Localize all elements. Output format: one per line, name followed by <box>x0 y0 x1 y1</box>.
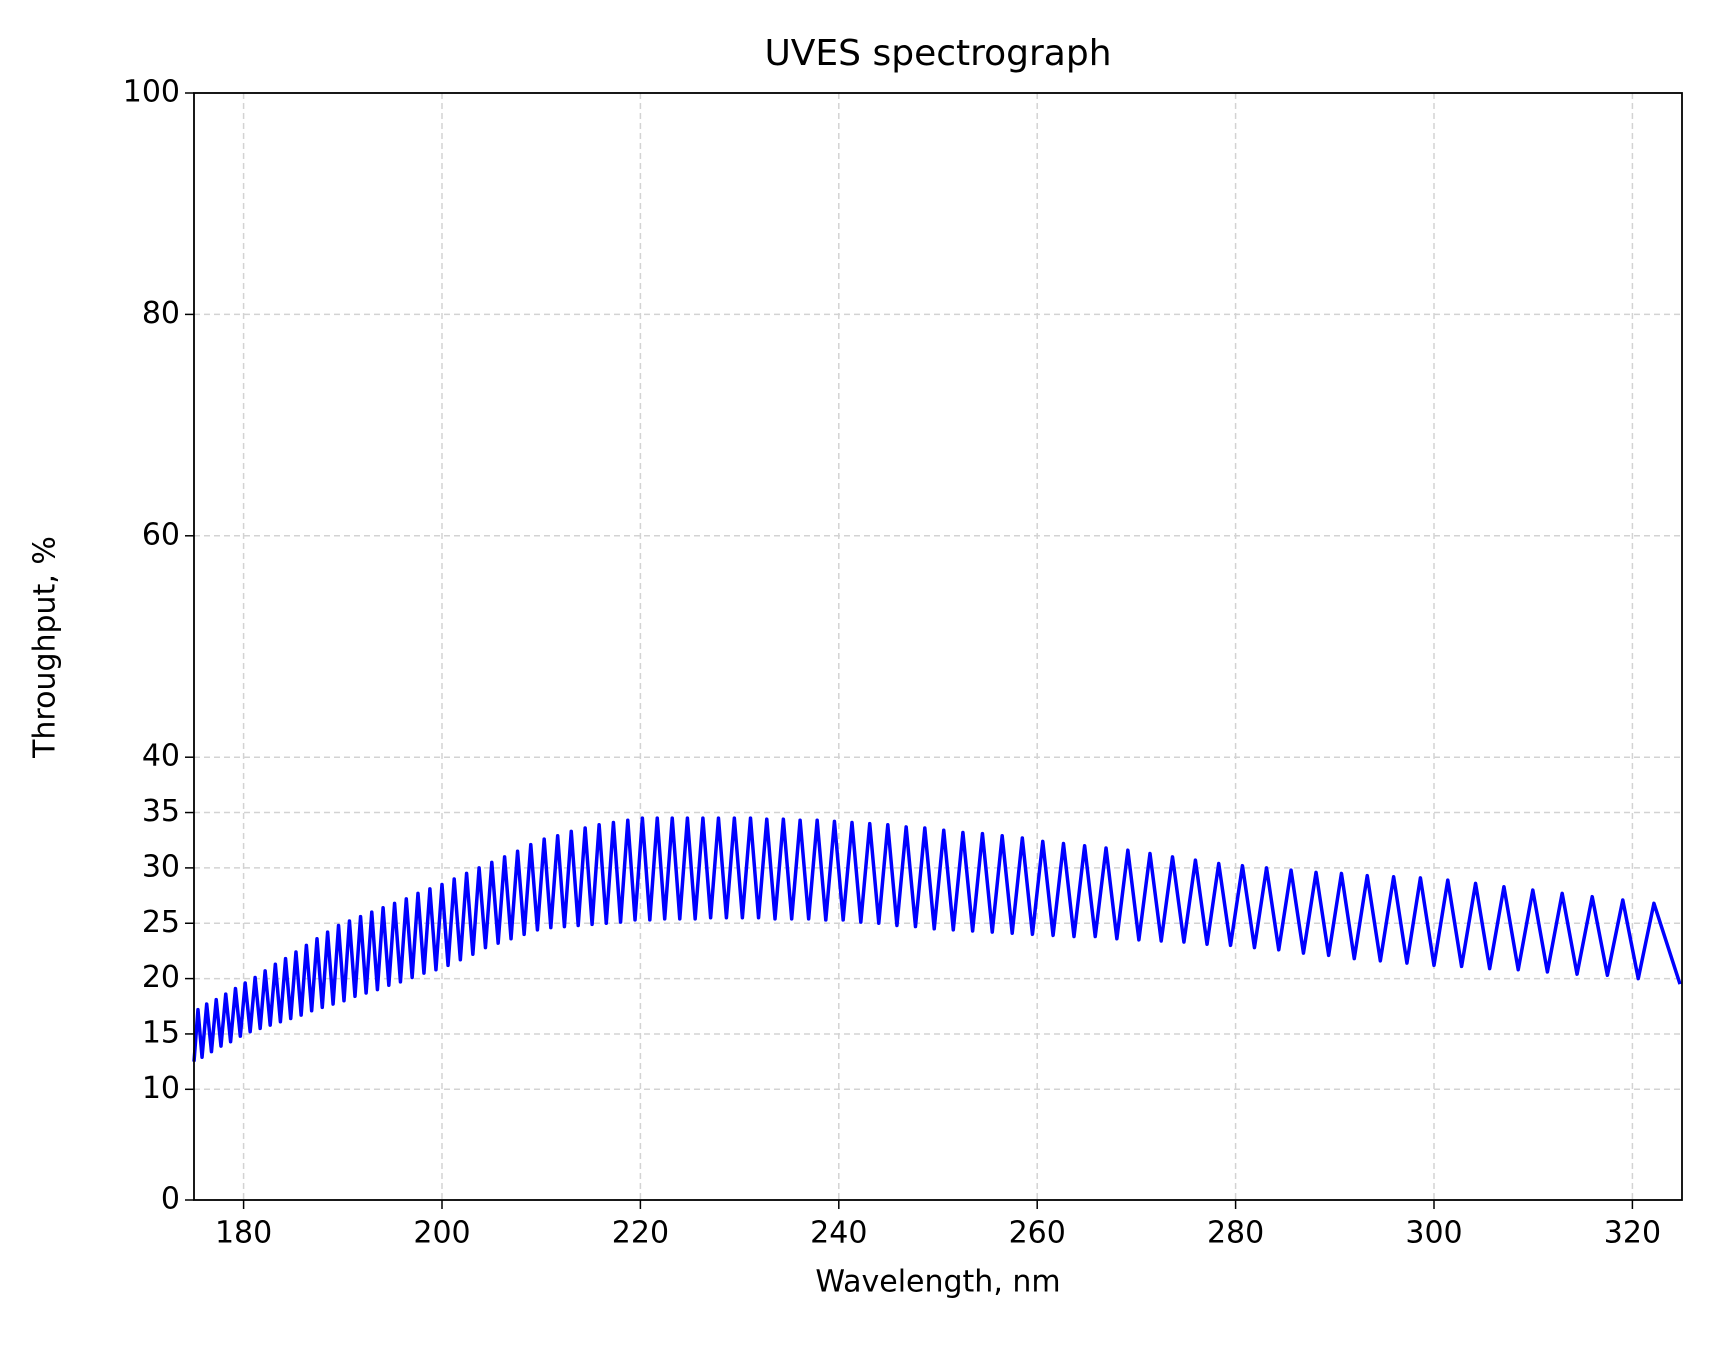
x-tick-label: 320 <box>1604 1216 1661 1251</box>
data-line <box>192 816 1682 1062</box>
y-tick-label: 15 <box>142 1015 180 1050</box>
x-tick-label: 200 <box>413 1216 470 1251</box>
x-tick-label: 180 <box>215 1216 272 1251</box>
y-tick-label: 100 <box>123 75 180 110</box>
y-tick-label: 25 <box>142 905 180 940</box>
x-tick-label: 300 <box>1405 1216 1462 1251</box>
y-tick-label: 30 <box>142 849 180 884</box>
y-tick-label: 35 <box>142 794 180 829</box>
y-tick-label: 40 <box>142 739 180 774</box>
x-tick-label: 260 <box>1009 1216 1066 1251</box>
y-tick-label: 10 <box>142 1071 180 1106</box>
x-tick-label: 220 <box>612 1216 669 1251</box>
y-tick-label: 80 <box>142 296 180 331</box>
x-axis-label: Wavelength, nm <box>815 1265 1060 1300</box>
chart-title: UVES spectrograph <box>764 33 1111 74</box>
y-axis-label: Throughput, % <box>28 536 63 759</box>
x-tick-label: 240 <box>810 1216 867 1251</box>
axes-frame <box>193 92 1683 1201</box>
y-tick-label: 0 <box>161 1182 180 1217</box>
y-tick-label: 20 <box>142 960 180 995</box>
x-tick-label: 280 <box>1207 1216 1264 1251</box>
y-tick-label: 60 <box>142 517 180 552</box>
